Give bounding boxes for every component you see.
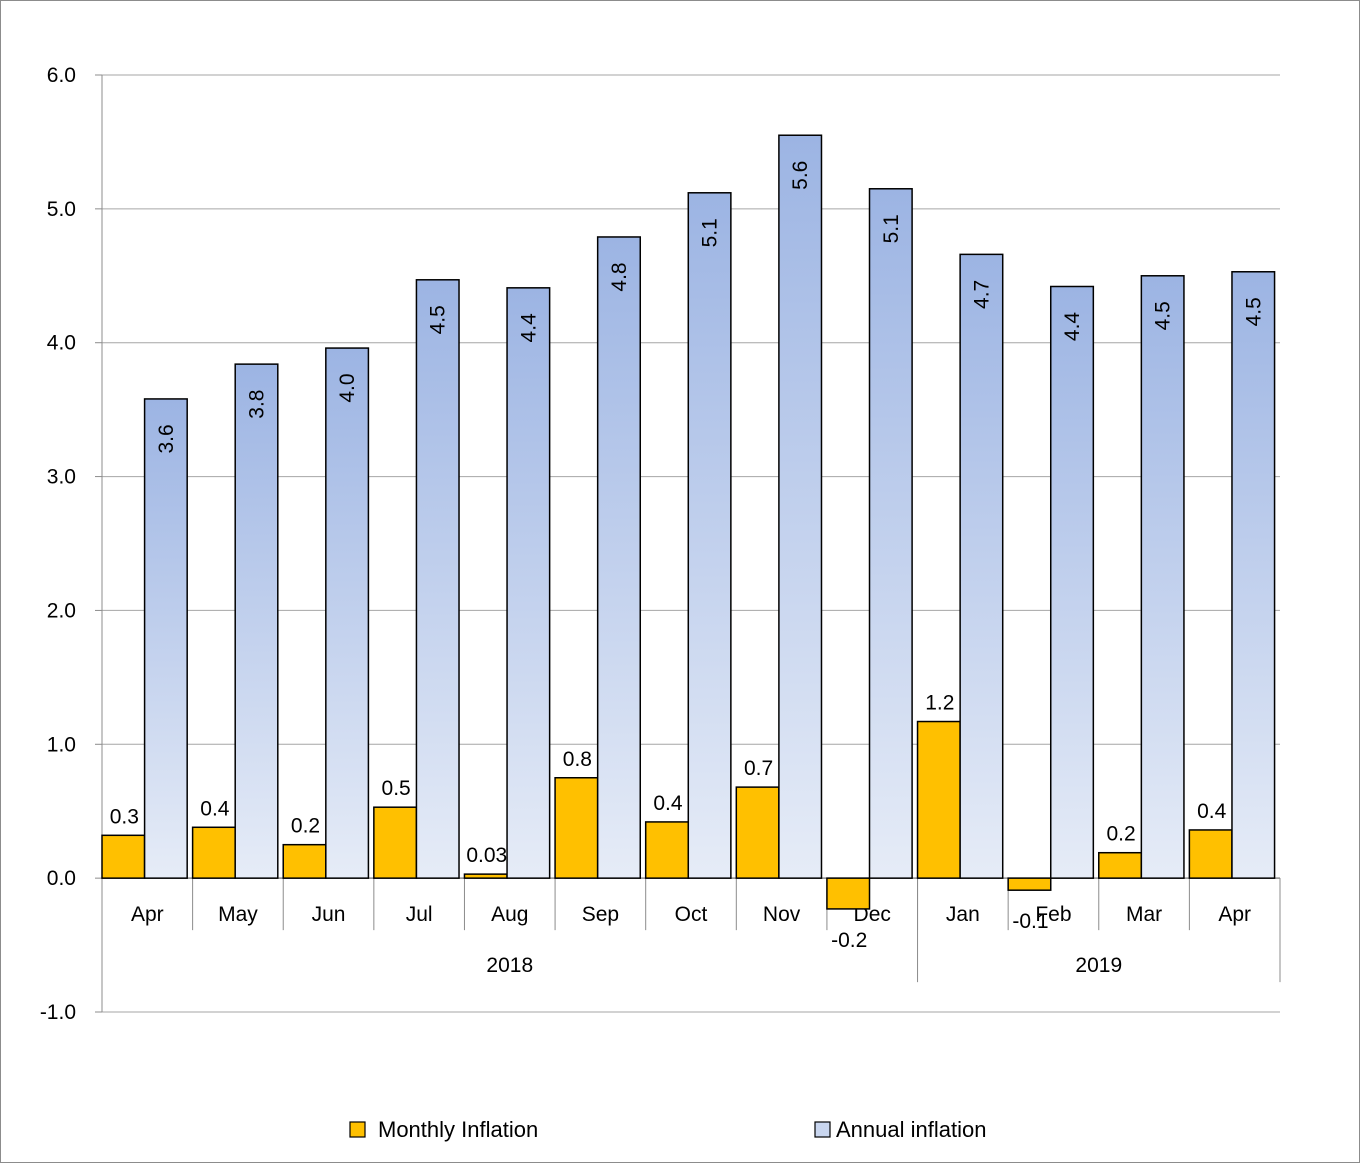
monthly-data-label: 0.2 bbox=[1106, 823, 1135, 846]
annual-inflation-bar bbox=[506, 287, 551, 879]
annual-data-label: 5.1 bbox=[880, 214, 903, 243]
annual-inflation-bar bbox=[687, 192, 732, 879]
monthly-data-label: 0.5 bbox=[382, 777, 411, 800]
legend-monthly-swatch bbox=[349, 1121, 366, 1138]
y-tick-label: 0.0 bbox=[47, 867, 76, 890]
annual-inflation-bar bbox=[234, 363, 279, 879]
y-tick-label: 4.0 bbox=[47, 332, 76, 355]
x-category-label: Jun bbox=[312, 903, 346, 926]
annual-data-label: 4.5 bbox=[1242, 297, 1265, 326]
annual-data-label: 3.6 bbox=[155, 424, 178, 453]
annual-inflation-bar bbox=[868, 188, 913, 879]
monthly-inflation-bar bbox=[735, 786, 780, 879]
y-tick-label: 2.0 bbox=[47, 599, 76, 622]
monthly-data-label: 1.2 bbox=[925, 692, 954, 715]
data-labels: 0.3 3.6 0.4 3.8 0.2 4.0 0.5 4.5 0.03 4.4 0.8 4.8 0.4… bbox=[110, 161, 1266, 952]
y-tick-label: 3.0 bbox=[47, 466, 76, 489]
x-category-label: Apr bbox=[1218, 903, 1251, 926]
monthly-inflation-bar bbox=[916, 720, 961, 879]
annual-data-label: 4.4 bbox=[1061, 312, 1084, 342]
monthly-data-label: -0.2 bbox=[831, 929, 867, 952]
annual-inflation-bar bbox=[1140, 275, 1185, 879]
monthly-inflation-bar bbox=[101, 834, 146, 879]
annual-data-label: 4.8 bbox=[608, 262, 631, 291]
monthly-inflation-bar bbox=[373, 806, 418, 879]
legend: Monthly Inflation Annual inflation bbox=[349, 1117, 986, 1142]
monthly-data-label: 0.4 bbox=[1197, 800, 1227, 823]
monthly-inflation-bar bbox=[1188, 829, 1233, 879]
bars bbox=[101, 134, 1276, 910]
monthly-inflation-bar bbox=[282, 843, 327, 879]
annual-data-label: 5.6 bbox=[789, 161, 812, 190]
y-tick-label: 5.0 bbox=[47, 198, 76, 221]
annual-inflation-bar bbox=[143, 398, 188, 879]
x-category-label: Jan bbox=[946, 903, 980, 926]
annual-inflation-bar bbox=[1231, 271, 1276, 879]
monthly-data-label: 0.8 bbox=[563, 748, 592, 771]
annual-inflation-bar bbox=[596, 236, 642, 879]
monthly-inflation-bar bbox=[1098, 851, 1143, 879]
monthly-inflation-bar bbox=[1007, 877, 1052, 891]
monthly-data-label: 0.3 bbox=[110, 805, 139, 828]
x-category-label: May bbox=[218, 903, 258, 926]
x-category-label: Feb bbox=[1035, 903, 1071, 926]
x-category-label: Sep bbox=[582, 903, 619, 926]
monthly-inflation-bar bbox=[463, 873, 508, 879]
legend-annual-label: Annual inflation bbox=[836, 1117, 986, 1142]
annual-inflation-bar bbox=[325, 347, 370, 879]
annual-inflation-bar bbox=[415, 279, 460, 879]
x-category-label: Apr bbox=[131, 903, 164, 926]
annual-data-label: 4.5 bbox=[427, 305, 450, 334]
y-tick-label: -1.0 bbox=[40, 1001, 76, 1024]
x-group-label: 2018 bbox=[486, 954, 533, 977]
x-category-label: Aug bbox=[491, 903, 528, 926]
annual-data-label: 4.7 bbox=[970, 280, 993, 309]
axes: 6.0 5.0 4.0 3.0 2.0 1.0 0.0 -1.0 Apr May Jun Jul Aug… bbox=[40, 64, 1281, 1024]
x-category-label: Mar bbox=[1126, 903, 1162, 926]
annual-data-label: 5.1 bbox=[699, 218, 722, 247]
monthly-inflation-bar bbox=[554, 777, 599, 879]
monthly-data-label: 0.2 bbox=[291, 815, 320, 838]
y-tick-label: 6.0 bbox=[47, 64, 76, 87]
x-group-label: 2019 bbox=[1075, 954, 1122, 977]
annual-data-label: 4.0 bbox=[336, 373, 359, 402]
legend-monthly-label: Monthly Inflation bbox=[378, 1117, 538, 1142]
monthly-inflation-bar bbox=[191, 826, 236, 879]
y-tick-label: 1.0 bbox=[47, 733, 76, 756]
monthly-data-label: 0.4 bbox=[653, 792, 683, 815]
annual-data-label: 4.5 bbox=[1152, 301, 1175, 330]
annual-inflation-bar bbox=[1049, 285, 1095, 879]
monthly-inflation-bar bbox=[826, 877, 871, 910]
x-category-label: Jul bbox=[406, 903, 433, 926]
annual-data-label: 4.4 bbox=[517, 313, 540, 343]
x-category-label: Oct bbox=[675, 903, 708, 926]
monthly-data-label: 0.7 bbox=[744, 757, 773, 780]
legend-annual-swatch bbox=[814, 1121, 831, 1138]
monthly-data-label: -0.1 bbox=[1012, 910, 1048, 933]
annual-inflation-bar bbox=[778, 134, 823, 879]
monthly-data-label: 0.4 bbox=[200, 797, 230, 820]
annual-data-label: 3.8 bbox=[245, 390, 268, 419]
annual-inflation-bar bbox=[959, 253, 1004, 879]
monthly-inflation-bar bbox=[644, 821, 690, 879]
x-category-label: Nov bbox=[763, 903, 801, 926]
monthly-data-label: 0.03 bbox=[466, 844, 507, 867]
